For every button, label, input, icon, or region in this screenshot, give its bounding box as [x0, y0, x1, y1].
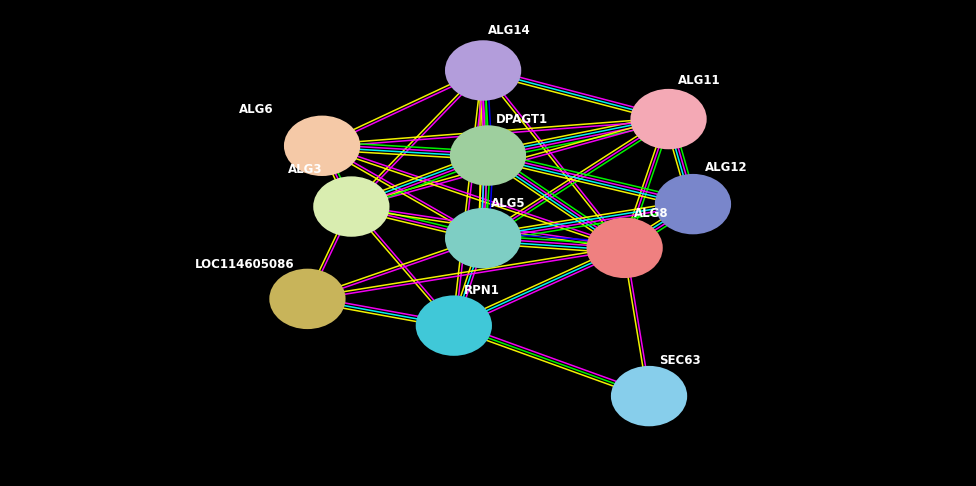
Text: ALG12: ALG12	[705, 161, 748, 174]
Text: RPN1: RPN1	[464, 284, 500, 297]
Text: ALG3: ALG3	[288, 163, 322, 176]
Ellipse shape	[656, 175, 730, 233]
Ellipse shape	[417, 296, 491, 355]
Text: SEC63: SEC63	[659, 354, 701, 367]
Ellipse shape	[588, 219, 662, 277]
Ellipse shape	[314, 177, 388, 236]
Text: ALG11: ALG11	[678, 74, 721, 87]
Text: ALG14: ALG14	[488, 24, 531, 37]
Ellipse shape	[446, 209, 520, 267]
Text: LOC114605086: LOC114605086	[195, 258, 295, 271]
Text: DPAGT1: DPAGT1	[496, 113, 548, 126]
Ellipse shape	[270, 270, 345, 328]
Ellipse shape	[451, 126, 525, 185]
Ellipse shape	[631, 90, 706, 148]
Text: ALG5: ALG5	[491, 197, 525, 210]
Ellipse shape	[446, 41, 520, 100]
Ellipse shape	[285, 117, 359, 175]
Text: ALG8: ALG8	[634, 207, 669, 220]
Text: ALG6: ALG6	[239, 103, 273, 116]
Ellipse shape	[612, 367, 686, 425]
